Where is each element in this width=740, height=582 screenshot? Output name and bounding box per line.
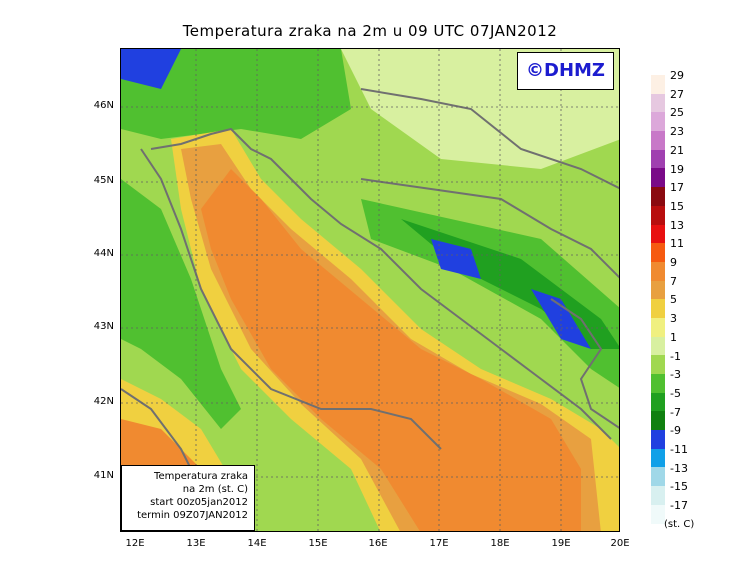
colorbar-tick-label: 5 [670, 293, 677, 307]
colorbar-tick-label: 29 [670, 69, 684, 82]
colorbar-cell [651, 392, 665, 412]
lat-label-42n: 42N [93, 396, 114, 407]
colorbar-tick-label: 3 [670, 312, 677, 326]
colorbar-tick-label: -15 [670, 480, 688, 494]
colorbar-cell [651, 261, 665, 281]
east-border [550, 298, 619, 429]
dhmz-logo: ©DHMZ [517, 52, 614, 90]
temperature-map [121, 49, 619, 531]
colorbar-cell [651, 131, 665, 150]
colorbar-cell [651, 448, 665, 468]
colorbar-tick-label: 9 [670, 256, 677, 269]
colorbar [651, 75, 665, 524]
colorbar-tick-label: -13 [670, 461, 688, 475]
colorbar-tick-label: -7 [670, 405, 681, 419]
lon-label-14e: 14E [247, 538, 267, 549]
sava-border [360, 178, 619, 279]
east-adriatic-coast [150, 127, 612, 440]
colorbar-cell [651, 75, 665, 94]
info-box: Temperatura zraka na 2m (st. C) start 00… [121, 465, 255, 531]
alps-region [121, 49, 351, 139]
colorbar-tick-label: 23 [670, 125, 684, 139]
colorbar-tick-label: -17 [670, 499, 688, 513]
italy-east-coast [140, 148, 442, 450]
cold-spot-bosnia [431, 239, 481, 279]
colorbar-cell [651, 299, 665, 318]
colorbar-tick-label: 27 [670, 87, 684, 101]
colorbar-tick-label: 13 [670, 218, 684, 232]
colorbar-cell [651, 224, 665, 244]
colorbar-cell [651, 112, 665, 132]
chart-title: Temperatura zraka na 2m u 09 UTC 07JAN20… [182, 22, 558, 40]
colorbar-cell [651, 243, 665, 262]
lon-label-17e: 17E [429, 538, 449, 549]
colorbar-cell [651, 336, 665, 356]
colorbar-cell [651, 504, 665, 524]
info-line-4: termin 09Z07JAN2012 [137, 510, 248, 521]
lat-label-43n: 43N [93, 321, 114, 332]
colorbar-tick-label: -9 [670, 424, 681, 438]
info-line-1: Temperatura zraka [154, 471, 248, 482]
colorbar-cell [651, 467, 665, 487]
colorbar-tick-label: 1 [670, 330, 677, 344]
colorbar-cell [651, 168, 665, 188]
colorbar-tick-label: 25 [670, 106, 684, 120]
adriatic-warm [201, 169, 581, 531]
lon-label-12e: 12E [125, 538, 145, 549]
lon-label-13e: 13E [186, 538, 206, 549]
colorbar-tick-label: 11 [670, 237, 684, 251]
colorbar-cell [651, 355, 665, 374]
dinaric-green [361, 199, 619, 388]
colorbar-tick-label: -1 [670, 349, 681, 363]
lon-label-18e: 18E [490, 538, 510, 549]
units-label: (st. C) [664, 519, 695, 530]
lon-label-19e: 19E [551, 538, 571, 549]
colorbar-cell [651, 411, 665, 431]
colorbar-cell [651, 430, 665, 449]
lat-label-46n: 46N [93, 100, 114, 111]
colorbar-tick-label: 19 [670, 162, 684, 176]
colorbar-cell [651, 486, 665, 505]
colorbar-cell [651, 149, 665, 169]
colorbar-tick-label: -3 [670, 368, 681, 382]
italy-green [121, 179, 241, 429]
lon-label-15e: 15E [308, 538, 328, 549]
colorbar-cell [651, 317, 665, 337]
colorbar-tick-label: 15 [670, 199, 684, 213]
lon-label-16e: 16E [368, 538, 388, 549]
colorbar-tick-label: -5 [670, 386, 681, 400]
lat-label-44n: 44N [93, 248, 114, 259]
north-border [360, 88, 619, 190]
colorbar-cell [651, 205, 665, 225]
lat-label-45n: 45N [93, 175, 114, 186]
colorbar-tick-label: 7 [670, 274, 677, 288]
colorbar-cell [651, 187, 665, 206]
graticule [121, 49, 619, 531]
colorbar-tick-label: 21 [670, 143, 684, 157]
colorbar-tick-label: 17 [670, 181, 684, 195]
lon-label-20e: 20E [610, 538, 630, 549]
info-line-2: na 2m (st. C) [182, 484, 248, 495]
lat-label-41n: 41N [93, 470, 114, 481]
cold-spot-nw [121, 49, 181, 89]
map-panel [120, 48, 620, 532]
colorbar-tick-label: -11 [670, 443, 688, 456]
info-line-3: start 00z05jan2012 [150, 497, 248, 508]
colorbar-cell [651, 374, 665, 393]
colorbar-cell [651, 93, 665, 113]
colorbar-cell [651, 280, 665, 300]
